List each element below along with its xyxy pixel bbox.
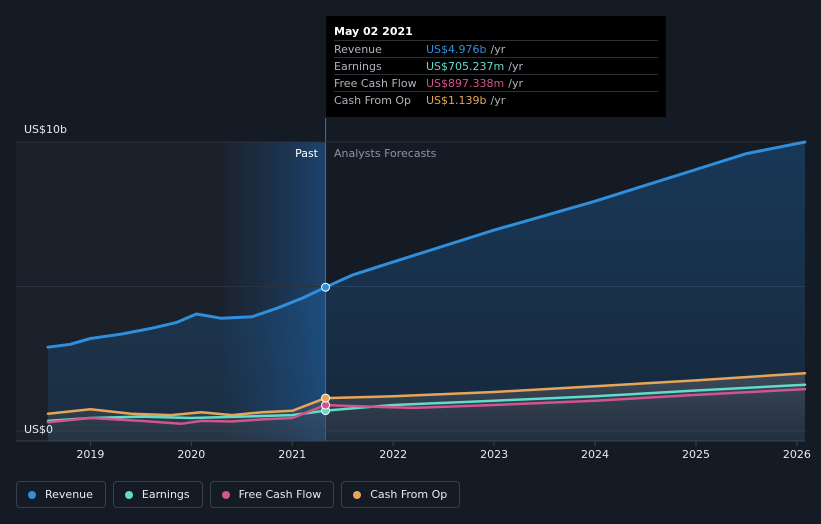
tooltip-row-value: US$897.338m — [426, 76, 505, 90]
legend-dot-icon — [221, 490, 230, 499]
cash-from-op-marker — [321, 393, 331, 403]
x-tick-label-2022: 2022 — [379, 448, 407, 461]
tooltip-row-name: Revenue — [334, 42, 382, 56]
tooltip-row-name: Cash From Op — [334, 93, 412, 107]
revenue-area — [48, 142, 805, 441]
x-tick-label-2025: 2025 — [682, 448, 710, 461]
tooltip-row-unit: /yr — [490, 93, 506, 107]
tooltip-row-revenue: Revenue US$4.976b/yr — [334, 40, 658, 57]
past-label: Past — [295, 147, 319, 160]
free-cash-flow-line — [46, 387, 807, 426]
legend-item-revenue[interactable]: Revenue — [16, 481, 106, 508]
x-tick-label-2020: 2020 — [177, 448, 205, 461]
tooltip-row-cash-from-op: Cash From Op US$1.139b/yr — [334, 91, 658, 108]
tooltip: May 02 2021 Revenue US$4.976b/yr Earnings U… — [326, 16, 666, 117]
legend-label: Revenue — [45, 488, 93, 501]
tooltip-row-free-cash-flow: Free Cash Flow US$897.338m/yr — [334, 74, 658, 91]
legend-item-cash-from-op[interactable]: Cash From Op — [341, 481, 461, 508]
tooltip-row-value: US$1.139b — [426, 93, 487, 107]
y-label-bottom: US$0 — [24, 423, 53, 436]
legend-item-earnings[interactable]: Earnings — [112, 481, 203, 508]
tooltip-row-name: Earnings — [334, 59, 382, 73]
revenue-line — [46, 140, 807, 349]
y-label-top: US$10b — [24, 123, 67, 136]
legend-label: Cash From Op — [370, 488, 448, 501]
tooltip-row-name: Free Cash Flow — [334, 76, 417, 90]
tooltip-row-unit: /yr — [508, 59, 523, 73]
legend: Revenue Earnings Free Cash Flow Cash From O… — [16, 481, 461, 508]
forecast-label: Analysts Forecasts — [334, 147, 437, 160]
revenue-marker — [321, 282, 331, 292]
legend-dot-icon — [124, 490, 133, 499]
legend-item-free-cash-flow[interactable]: Free Cash Flow — [209, 481, 335, 508]
legend-dot-icon — [353, 490, 362, 499]
tooltip-row-value: US$705.237m — [426, 59, 505, 73]
x-tick-label-2023: 2023 — [480, 448, 508, 461]
legend-label: Earnings — [141, 488, 190, 501]
tooltip-row-unit: /yr — [490, 42, 506, 56]
tooltip-row-earnings: Earnings US$705.237m/yr — [334, 57, 658, 74]
cash-from-op-line — [46, 371, 807, 417]
tooltip-date: May 02 2021 — [334, 25, 413, 38]
legend-dot-icon — [28, 490, 36, 499]
legend-label: Free Cash Flow — [238, 488, 322, 501]
x-tick-label-2021: 2021 — [278, 448, 306, 461]
x-tick-label-2019: 2019 — [76, 448, 104, 461]
tooltip-row-value: US$4.976b — [426, 42, 487, 56]
x-tick-label-2026: 2026 — [783, 448, 811, 461]
x-tick-label-2024: 2024 — [581, 448, 609, 461]
tooltip-row-unit: /yr — [508, 76, 523, 90]
